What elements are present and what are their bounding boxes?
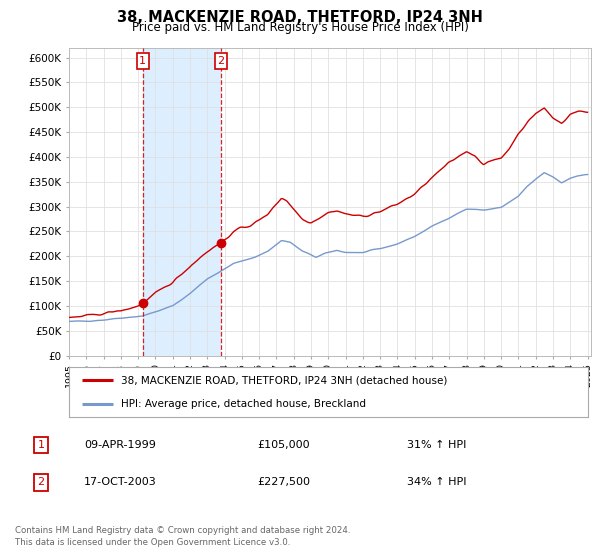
Text: 09-APR-1999: 09-APR-1999	[84, 440, 156, 450]
Text: 34% ↑ HPI: 34% ↑ HPI	[407, 478, 466, 487]
Text: 31% ↑ HPI: 31% ↑ HPI	[407, 440, 466, 450]
Text: This data is licensed under the Open Government Licence v3.0.: This data is licensed under the Open Gov…	[15, 538, 290, 547]
Text: 38, MACKENZIE ROAD, THETFORD, IP24 3NH (detached house): 38, MACKENZIE ROAD, THETFORD, IP24 3NH (…	[121, 375, 447, 385]
Text: 1: 1	[37, 440, 44, 450]
Text: HPI: Average price, detached house, Breckland: HPI: Average price, detached house, Brec…	[121, 399, 366, 409]
Text: 1: 1	[139, 56, 146, 66]
Text: Price paid vs. HM Land Registry's House Price Index (HPI): Price paid vs. HM Land Registry's House …	[131, 21, 469, 34]
Text: £227,500: £227,500	[257, 478, 310, 487]
Text: 2: 2	[37, 478, 44, 487]
Text: £105,000: £105,000	[257, 440, 310, 450]
Bar	[143, 48, 221, 356]
Text: 38, MACKENZIE ROAD, THETFORD, IP24 3NH: 38, MACKENZIE ROAD, THETFORD, IP24 3NH	[117, 10, 483, 25]
Text: 2: 2	[218, 56, 224, 66]
Text: Contains HM Land Registry data © Crown copyright and database right 2024.: Contains HM Land Registry data © Crown c…	[15, 526, 350, 535]
Text: 17-OCT-2003: 17-OCT-2003	[84, 478, 157, 487]
